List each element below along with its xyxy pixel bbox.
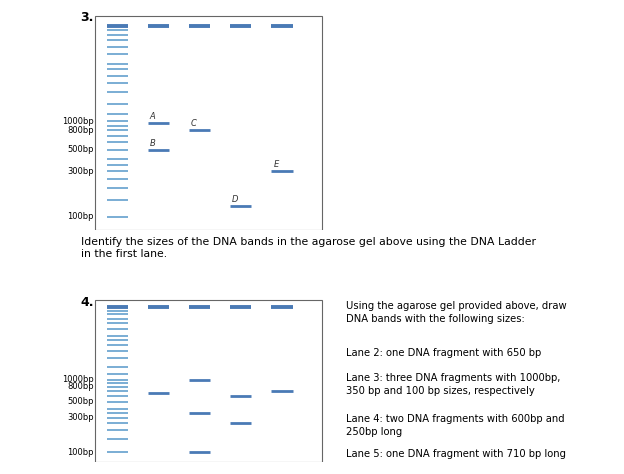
Text: D: D [232, 194, 239, 203]
Text: 100bp: 100bp [67, 447, 94, 456]
Text: 100bp: 100bp [67, 212, 94, 221]
Text: 3.: 3. [80, 11, 94, 24]
Text: E: E [273, 160, 279, 169]
Text: 4.: 4. [80, 296, 94, 310]
Text: A: A [150, 112, 155, 121]
Text: B: B [150, 138, 155, 147]
Text: 1000bp: 1000bp [62, 375, 94, 384]
Text: 300bp: 300bp [67, 413, 94, 422]
Text: 500bp: 500bp [67, 146, 94, 155]
Text: Lane 5: one DNA fragment with 710 bp long: Lane 5: one DNA fragment with 710 bp lon… [346, 449, 567, 459]
Text: 500bp: 500bp [67, 397, 94, 406]
Text: Lane 4: two DNA fragments with 600bp and
250bp long: Lane 4: two DNA fragments with 600bp and… [346, 414, 565, 437]
FancyBboxPatch shape [95, 300, 322, 462]
Text: 1000bp: 1000bp [62, 117, 94, 126]
FancyBboxPatch shape [95, 16, 322, 230]
Text: Lane 3: three DNA fragments with 1000bp,
350 bp and 100 bp sizes, respectively: Lane 3: three DNA fragments with 1000bp,… [346, 373, 561, 396]
Text: Lane 2: one DNA fragment with 650 bp: Lane 2: one DNA fragment with 650 bp [346, 348, 542, 358]
Text: Identify the sizes of the DNA bands in the agarose gel above using the DNA Ladde: Identify the sizes of the DNA bands in t… [81, 237, 536, 259]
Text: C: C [191, 119, 197, 128]
Text: 800bp: 800bp [67, 382, 94, 391]
Text: 300bp: 300bp [67, 167, 94, 176]
Text: Using the agarose gel provided above, draw
DNA bands with the following sizes:: Using the agarose gel provided above, dr… [346, 301, 567, 324]
Text: 800bp: 800bp [67, 126, 94, 135]
